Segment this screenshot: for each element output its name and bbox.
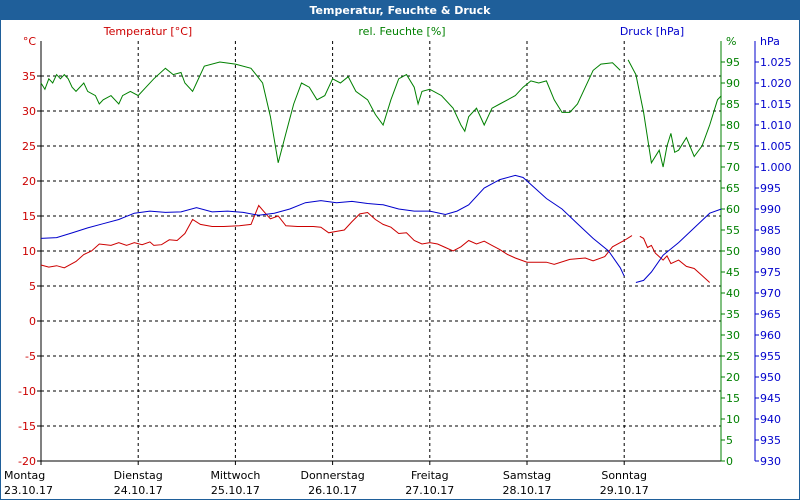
x-tick-day-label: Mittwoch (210, 469, 260, 482)
temperature-tick-label: 5 (29, 280, 36, 293)
pressure-tick-label: 1.025 (760, 56, 792, 69)
temperature-line (639, 235, 711, 283)
pressure-tick-label: 950 (760, 371, 781, 384)
temperature-tick-label: 15 (22, 210, 36, 223)
x-tick-date-label: 24.10.17 (114, 484, 163, 497)
temperature-tick-label: 30 (22, 105, 36, 118)
pressure-tick-label: 955 (760, 350, 781, 363)
temperature-tick-label: 35 (22, 70, 36, 83)
pressure-tick-label: 970 (760, 287, 781, 300)
humidity-tick-label: 85 (726, 98, 740, 111)
pressure-tick-label: 1.000 (760, 161, 792, 174)
pressure-tick-label: 980 (760, 245, 781, 258)
x-tick-date-label: 29.10.17 (600, 484, 649, 497)
temperature-line (40, 204, 633, 269)
pressure-tick-label: 1.005 (760, 140, 792, 153)
grid-lines (41, 41, 721, 461)
humidity-tick-label: 35 (726, 308, 740, 321)
pressure-tick-label: 930 (760, 455, 781, 468)
humidity-tick-label: 55 (726, 224, 740, 237)
pressure-tick-label: 940 (760, 413, 781, 426)
pressure-line (635, 208, 722, 283)
pressure-tick-label: 990 (760, 203, 781, 216)
humidity-tick-label: 65 (726, 182, 740, 195)
pressure-tick-label: 1.015 (760, 98, 792, 111)
pressure-unit-label: hPa (760, 35, 780, 48)
temperature-tick-label: -15 (18, 420, 36, 433)
humidity-tick-label: 20 (726, 371, 740, 384)
x-tick-day-label: Sonntag (601, 469, 647, 482)
series-pressure (40, 174, 722, 283)
humidity-tick-label: 0 (726, 455, 733, 468)
humidity-tick-label: 90 (726, 77, 740, 90)
pressure-tick-label: 985 (760, 224, 781, 237)
pressure-tick-label: 965 (760, 308, 781, 321)
humidity-tick-label: 10 (726, 413, 740, 426)
humidity-tick-label: 40 (726, 287, 740, 300)
x-tick-day-label: Montag (4, 469, 45, 482)
x-tick-day-label: Freitag (411, 469, 449, 482)
temperature-tick-label: 20 (22, 175, 36, 188)
humidity-unit-label: % (726, 35, 736, 48)
humidity-line (40, 61, 621, 163)
humidity-tick-label: 15 (726, 392, 740, 405)
chart-title: Temperatur, Feuchte & Druck (1, 1, 799, 20)
humidity-tick-label: 45 (726, 266, 740, 279)
pressure-tick-label: 935 (760, 434, 781, 447)
temperature-tick-label: 0 (29, 315, 36, 328)
temperature-tick-label: -10 (18, 385, 36, 398)
series-temperature (40, 204, 711, 283)
humidity-tick-label: 25 (726, 350, 740, 363)
x-tick-day-label: Dienstag (114, 469, 163, 482)
pressure-tick-label: 1.020 (760, 77, 792, 90)
humidity-tick-label: 30 (726, 329, 740, 342)
temperature-axis-title: Temperatur [°C] (103, 25, 192, 38)
humidity-tick-label: 5 (726, 434, 733, 447)
temperature-tick-label: 10 (22, 245, 36, 258)
temperature-tick-label: 25 (22, 140, 36, 153)
pressure-tick-label: 995 (760, 182, 781, 195)
x-tick-date-label: 26.10.17 (308, 484, 357, 497)
humidity-line (627, 59, 722, 168)
x-tick-day-label: Donnerstag (300, 469, 364, 482)
humidity-tick-label: 80 (726, 119, 740, 132)
humidity-tick-label: 50 (726, 245, 740, 258)
pressure-tick-label: 1.010 (760, 119, 792, 132)
temperature-tick-label: -5 (25, 350, 36, 363)
series-humidity (40, 59, 722, 168)
humidity-axis-title: rel. Feuchte [%] (358, 25, 445, 38)
temperature-unit-label: °C (23, 35, 37, 48)
pressure-tick-label: 960 (760, 329, 781, 342)
x-tick-date-label: 25.10.17 (211, 484, 260, 497)
x-tick-date-label: 27.10.17 (405, 484, 454, 497)
pressure-tick-label: 945 (760, 392, 781, 405)
pressure-line (40, 174, 625, 277)
humidity-tick-label: 75 (726, 140, 740, 153)
humidity-tick-label: 95 (726, 56, 740, 69)
humidity-tick-label: 70 (726, 161, 740, 174)
temperature-tick-label: -20 (18, 455, 36, 468)
x-tick-date-label: 23.10.17 (4, 484, 53, 497)
x-tick-day-label: Samstag (503, 469, 551, 482)
pressure-axis-title: Druck [hPa] (620, 25, 684, 38)
x-tick-date-label: 28.10.17 (503, 484, 552, 497)
humidity-tick-label: 60 (726, 203, 740, 216)
pressure-tick-label: 975 (760, 266, 781, 279)
